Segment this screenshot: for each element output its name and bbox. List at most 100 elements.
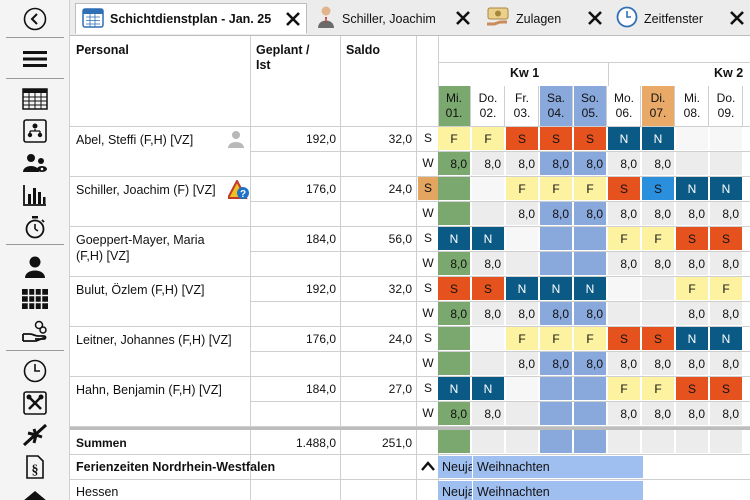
shift-cell[interactable]: S [710, 227, 743, 250]
hours-cell[interactable]: 8,0 [642, 402, 675, 425]
day-header[interactable]: Fr. 03. [506, 86, 539, 126]
shift-cell[interactable]: F [710, 277, 743, 300]
shift-cell[interactable]: N [710, 327, 743, 350]
shift-cell[interactable]: N [438, 227, 471, 250]
hours-cell[interactable]: 8,0 [506, 302, 539, 325]
hours-cell[interactable]: 8,0 [608, 152, 641, 175]
shift-cell[interactable]: S [506, 127, 539, 150]
hours-cell[interactable]: 8,0 [506, 352, 539, 375]
hours-cell[interactable]: 8,0 [710, 202, 743, 225]
shift-cell[interactable] [472, 327, 505, 350]
staff-name[interactable]: Abel, Steffi (F,H) [VZ] [76, 132, 244, 148]
sidebar-button-bar-chart[interactable] [19, 182, 51, 210]
hours-cell[interactable] [506, 252, 539, 275]
day-header[interactable]: Mo. 06. [608, 86, 641, 126]
holiday-bar-christmas[interactable]: Weihnachten [473, 481, 643, 500]
shift-cell[interactable]: F [608, 227, 641, 250]
sidebar-button-airplane[interactable] [19, 422, 51, 450]
shift-cell[interactable]: N [710, 177, 743, 200]
shift-cell[interactable]: N [608, 127, 641, 150]
shift-cell[interactable] [506, 377, 539, 400]
sidebar-button-clock[interactable] [19, 358, 51, 386]
sidebar-button-org-chart[interactable] [19, 118, 51, 146]
sidebar-button-back[interactable] [19, 6, 51, 34]
hours-cell[interactable]: 8,0 [574, 202, 607, 225]
hours-cell[interactable]: 8,0 [438, 302, 471, 325]
staff-name[interactable]: Leitner, Johannes (F,H) [VZ] [76, 332, 244, 348]
shift-cell[interactable]: N [472, 377, 505, 400]
warning-question-icon[interactable]: ? [226, 178, 250, 203]
hours-cell[interactable]: 8,0 [676, 402, 709, 425]
shift-cell[interactable]: F [608, 377, 641, 400]
tab-money[interactable]: Zulagen [480, 3, 608, 34]
hours-cell[interactable] [642, 302, 675, 325]
person-grey-icon[interactable] [228, 130, 244, 151]
hours-cell[interactable] [710, 152, 743, 175]
sidebar-button-house[interactable] [19, 486, 51, 500]
hours-cell[interactable]: 8,0 [642, 152, 675, 175]
holiday-bar-newyear[interactable]: Neuja [438, 456, 472, 478]
chevron-up-icon[interactable] [420, 460, 436, 475]
sidebar-button-table[interactable] [19, 86, 51, 114]
shift-cell[interactable]: F [642, 377, 675, 400]
day-header[interactable]: Do. 09. [710, 86, 743, 126]
hours-cell[interactable]: 8,0 [676, 352, 709, 375]
shift-cell[interactable]: N [506, 277, 539, 300]
close-icon[interactable] [454, 9, 472, 27]
shift-cell[interactable] [472, 177, 505, 200]
day-header[interactable]: So. 05. [574, 86, 607, 126]
sidebar-button-tools[interactable] [19, 390, 51, 418]
hours-cell[interactable]: 8,0 [472, 302, 505, 325]
hours-cell[interactable]: 8,0 [710, 302, 743, 325]
hours-cell[interactable]: 8,0 [608, 202, 641, 225]
hours-cell[interactable]: 8,0 [472, 402, 505, 425]
hours-cell[interactable]: 8,0 [438, 402, 471, 425]
shift-cell[interactable]: F [506, 177, 539, 200]
shift-cell[interactable]: F [472, 127, 505, 150]
shift-cell[interactable]: S [642, 327, 675, 350]
hours-cell[interactable]: 8,0 [540, 302, 573, 325]
hours-cell[interactable]: 8,0 [540, 152, 573, 175]
hours-cell[interactable]: 8,0 [710, 402, 743, 425]
shift-cell[interactable] [642, 277, 675, 300]
hours-cell[interactable] [608, 302, 641, 325]
hours-cell[interactable]: 8,0 [438, 152, 471, 175]
staff-name[interactable]: Schiller, Joachim (F) [VZ] [76, 182, 244, 198]
shift-cell[interactable] [438, 327, 471, 350]
hours-cell[interactable]: 8,0 [642, 202, 675, 225]
hours-cell[interactable]: 8,0 [642, 252, 675, 275]
shift-cell[interactable]: S [676, 377, 709, 400]
shift-cell[interactable]: F [574, 177, 607, 200]
hours-cell[interactable] [540, 402, 573, 425]
shift-cell[interactable]: N [676, 327, 709, 350]
hours-cell[interactable] [438, 352, 471, 375]
hours-cell[interactable] [676, 152, 709, 175]
hours-cell[interactable] [540, 252, 573, 275]
hours-cell[interactable]: 8,0 [506, 152, 539, 175]
shift-cell[interactable]: S [472, 277, 505, 300]
hours-cell[interactable]: 8,0 [608, 352, 641, 375]
shift-cell[interactable]: F [676, 277, 709, 300]
hours-cell[interactable]: 8,0 [472, 252, 505, 275]
shift-cell[interactable]: S [710, 377, 743, 400]
hours-cell[interactable]: 8,0 [540, 202, 573, 225]
day-header[interactable]: Mi. 01. [438, 86, 471, 126]
day-header[interactable]: Do. 02. [472, 86, 505, 126]
staff-name[interactable]: Bulut, Özlem (F,H) [VZ] [76, 282, 244, 298]
hours-cell[interactable] [472, 202, 505, 225]
sidebar-button-hand-coins[interactable] [19, 318, 51, 346]
sidebar-button-stopwatch[interactable] [19, 214, 51, 242]
shift-cell[interactable]: F [540, 177, 573, 200]
sidebar-button-paragraph[interactable]: § [19, 454, 51, 482]
tab-clock[interactable]: Zeitfenster [610, 3, 750, 34]
tab-calendar[interactable]: Schichtdienstplan - Jan. 25 [75, 3, 307, 34]
holiday-bar-newyear[interactable]: Neuja [438, 481, 472, 500]
hours-cell[interactable] [574, 252, 607, 275]
hours-cell[interactable] [574, 402, 607, 425]
day-header[interactable]: Sa. 04. [540, 86, 573, 126]
shift-cell[interactable]: N [438, 377, 471, 400]
shift-cell[interactable]: F [642, 227, 675, 250]
hours-cell[interactable] [472, 352, 505, 375]
shift-cell[interactable] [540, 377, 573, 400]
staff-name[interactable]: Hahn, Benjamin (F,H) [VZ] [76, 382, 244, 398]
